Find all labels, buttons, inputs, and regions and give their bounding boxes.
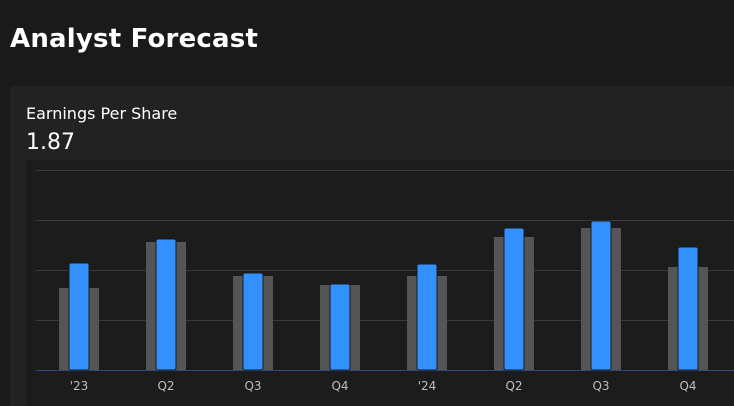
x-tick-label-1: Q2 (157, 379, 174, 393)
metric-label: Earnings Per Share (26, 104, 178, 123)
grid-layer (36, 170, 734, 371)
x-tick-label-7: Q4 (679, 379, 696, 393)
actual-bar-6 (590, 220, 612, 371)
tick-layer: '23 Q2 Q3 Q4 '24 Q2 Q3 Q4 (70, 379, 697, 393)
x-tick-label-5: Q2 (505, 379, 522, 393)
x-tick-label-4: '24 (418, 379, 437, 393)
x-tick-label-0: '23 (70, 379, 89, 393)
actual-bar-4 (416, 263, 438, 371)
x-tick-label-2: Q3 (244, 379, 261, 393)
actual-bar-5 (503, 227, 525, 371)
actual-bar-1 (155, 238, 177, 371)
x-tick-label-6: Q3 (592, 379, 609, 393)
actual-bar-3 (329, 283, 351, 371)
actual-bar-0 (68, 262, 90, 371)
page-title: Analyst Forecast (10, 24, 259, 54)
x-tick-label-3: Q4 (331, 379, 348, 393)
actual-bar-7 (677, 246, 699, 371)
bar-layer (59, 220, 708, 371)
metric-value: 1.87 (26, 130, 75, 155)
actual-bar-2 (242, 272, 264, 371)
